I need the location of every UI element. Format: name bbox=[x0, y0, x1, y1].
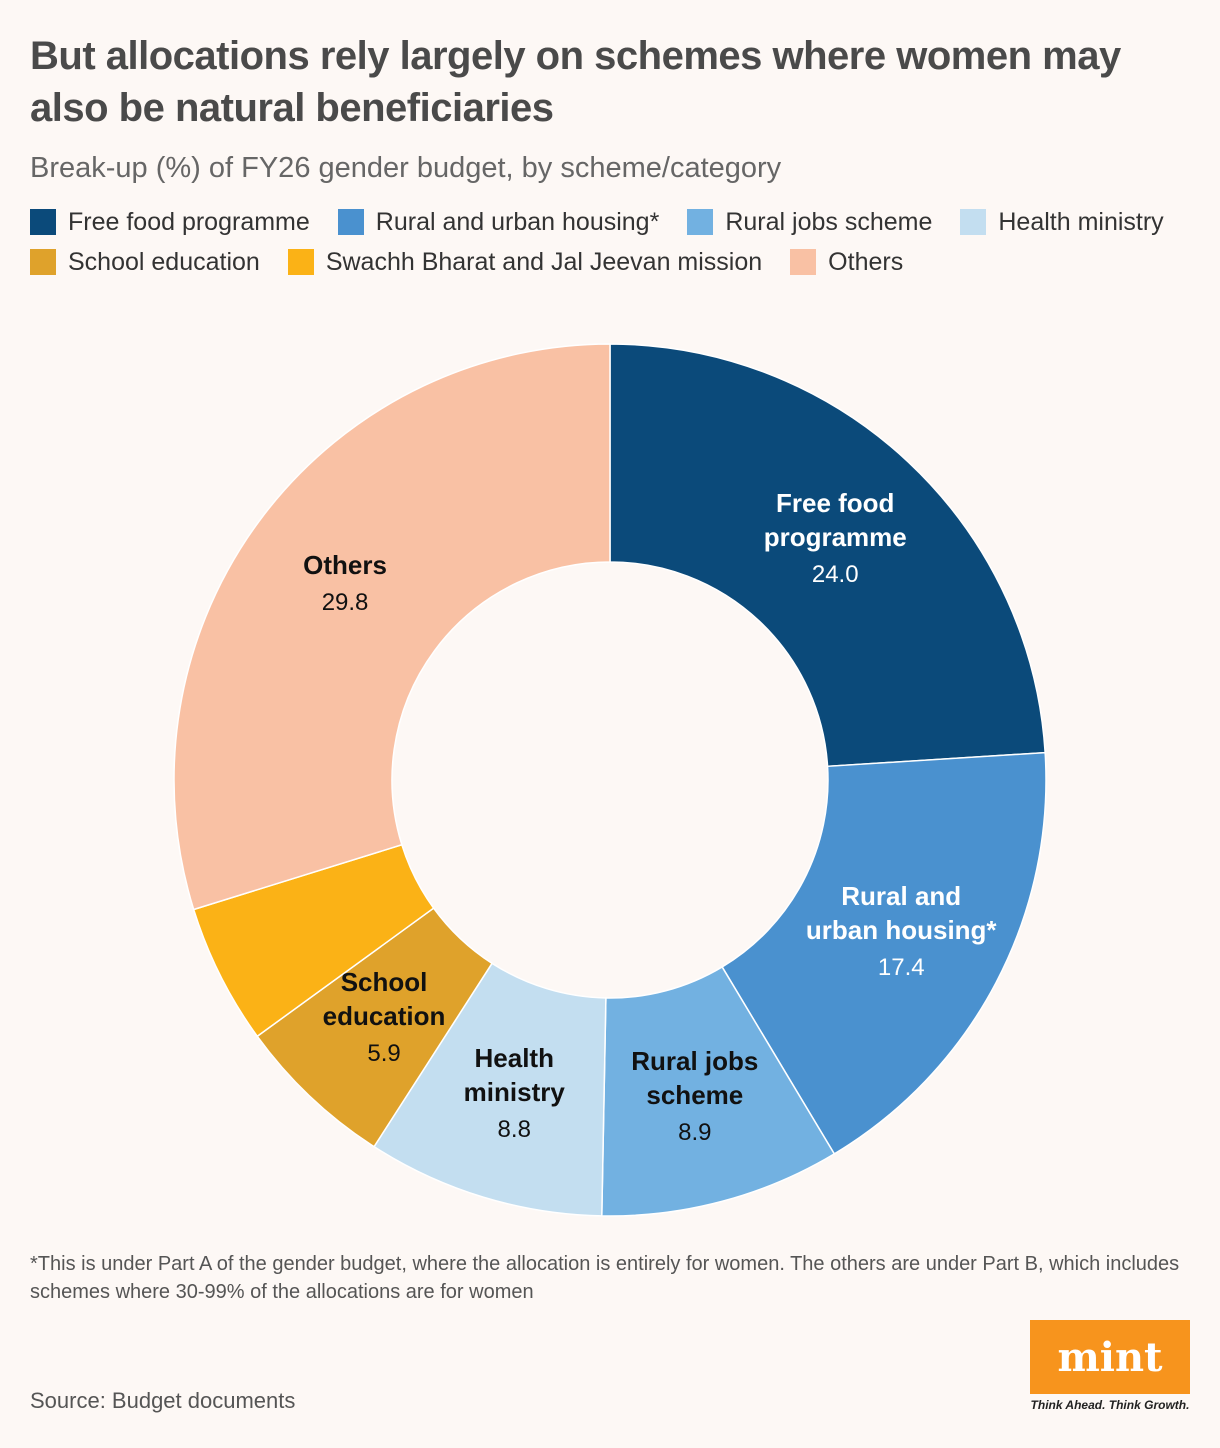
legend: Free food programme Rural and urban hous… bbox=[30, 208, 1200, 276]
legend-label: Swachh Bharat and Jal Jeevan mission bbox=[325, 248, 763, 276]
slice-label-name: Rural jobs bbox=[631, 1046, 758, 1076]
legend-item-housing: Rural and urban housing* bbox=[337, 208, 660, 236]
legend-item-rural-jobs: Rural jobs scheme bbox=[687, 208, 932, 236]
legend-item-free-food: Free food programme bbox=[30, 208, 310, 236]
legend-swatch bbox=[960, 209, 987, 235]
slice-label-name: education bbox=[323, 1001, 446, 1031]
chart-title: But allocations rely largely on schemes … bbox=[30, 34, 1121, 130]
mint-logo: mint Think Ahead. Think Growth. bbox=[1030, 1320, 1190, 1412]
legend-swatch bbox=[30, 209, 56, 235]
legend-item-swachh: Swachh Bharat and Jal Jeevan mission bbox=[287, 248, 763, 276]
legend-item-others: Others bbox=[790, 248, 903, 276]
legend-label: Health ministry bbox=[998, 208, 1164, 236]
slice-free-food-programme bbox=[609, 343, 1046, 768]
slice-rural-jobs-scheme bbox=[601, 965, 836, 1217]
slice-label-value: 8.9 bbox=[678, 1119, 711, 1146]
legend-item-school: School education bbox=[30, 248, 260, 276]
slice-rural-and-urban-housing bbox=[721, 751, 1047, 1155]
slice-label-name: urban housing* bbox=[806, 915, 998, 945]
slice-label-value: 8.8 bbox=[498, 1116, 531, 1143]
legend-label: School education bbox=[68, 248, 260, 276]
slice-label-rural-jobs-scheme: Rural jobs scheme 8.9 bbox=[631, 1046, 758, 1146]
legend-label: Free food programme bbox=[68, 208, 310, 236]
slice-label-value: 24.0 bbox=[812, 561, 859, 588]
mint-logo-mark: mint bbox=[1030, 1320, 1190, 1394]
slice-label-free-food-programme: Free food programme 24.0 bbox=[764, 488, 907, 588]
slice-label-name: School bbox=[341, 967, 428, 997]
mint-tagline: Think Ahead. Think Growth. bbox=[1030, 1398, 1190, 1412]
legend-swatch bbox=[30, 249, 56, 275]
donut-chart: Free food programme 24.0 Rural and urban hou… bbox=[173, 343, 1047, 1217]
legend-swatch bbox=[687, 209, 714, 235]
slice-label-others: Others 29.8 bbox=[303, 550, 387, 616]
slice-label-name: Rural and bbox=[841, 881, 961, 911]
slice-label-name: Health bbox=[475, 1043, 554, 1073]
slice-label-name: Others bbox=[303, 550, 387, 580]
legend-label: Rural and urban housing* bbox=[375, 208, 660, 236]
legend-label: Rural jobs scheme bbox=[725, 208, 933, 236]
footnote: *This is under Part A of the gender budg… bbox=[30, 1253, 1180, 1303]
slice-label-rural-and-urban-housing: Rural and urban housing* 17.4 bbox=[806, 881, 998, 981]
source-note: Source: Budget documents bbox=[30, 1388, 296, 1413]
slice-label-value: 5.9 bbox=[367, 1040, 400, 1067]
chart-subtitle: Break-up (%) of FY26 gender budget, by s… bbox=[30, 152, 782, 184]
slice-label-name: Free food bbox=[776, 488, 894, 518]
slice-label-name: scheme bbox=[646, 1080, 743, 1110]
slice-label-value: 17.4 bbox=[878, 954, 925, 981]
legend-label: Others bbox=[828, 248, 904, 276]
legend-swatch bbox=[790, 249, 817, 275]
slice-others bbox=[173, 343, 611, 911]
legend-swatch bbox=[337, 209, 364, 235]
slice-label-name: ministry bbox=[464, 1077, 566, 1107]
legend-swatch bbox=[287, 249, 314, 275]
slice-label-school-education: School education 5.9 bbox=[323, 967, 446, 1067]
slice-label-name: programme bbox=[764, 522, 907, 552]
legend-item-health: Health ministry bbox=[960, 208, 1164, 236]
slice-label-value: 29.8 bbox=[322, 589, 369, 616]
slice-label-health-ministry: Health ministry 8.8 bbox=[464, 1043, 566, 1143]
